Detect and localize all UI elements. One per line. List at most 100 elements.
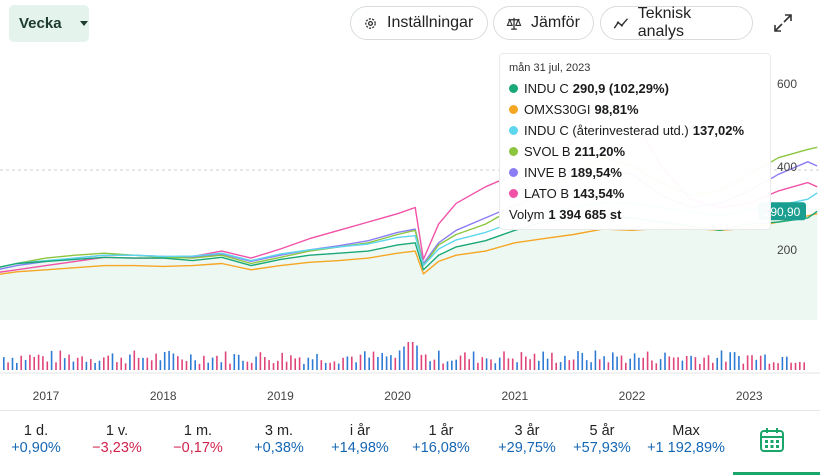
return-ytd[interactable]: i år +14,98% xyxy=(317,423,403,456)
return-max[interactable]: Max +1 192,89% xyxy=(643,423,729,456)
tooltip-series-name: INVE B xyxy=(524,165,567,180)
volume-bar xyxy=(551,352,553,370)
volume-bar xyxy=(525,356,527,370)
volume-bar xyxy=(746,355,749,370)
volume-bar xyxy=(442,363,444,370)
volume-bar xyxy=(794,362,797,370)
series-dot xyxy=(509,105,518,114)
volume-bar xyxy=(755,359,758,370)
scale-icon xyxy=(506,17,522,30)
chevron-down-icon xyxy=(80,21,88,26)
tooltip-row: LATO B 143,54% xyxy=(509,183,761,204)
volume-bar xyxy=(316,354,318,370)
volume-bar xyxy=(290,355,292,370)
volume-bar xyxy=(281,352,283,370)
volume-bar xyxy=(612,352,614,370)
volume-bar xyxy=(76,357,79,370)
volume-bar xyxy=(90,359,92,370)
volume-bar xyxy=(337,363,340,370)
volume-bar xyxy=(198,363,201,370)
volume-bar xyxy=(129,354,131,370)
tooltip-series-name: OMXS30GI xyxy=(524,102,591,117)
return-3y[interactable]: 3 år +29,75% xyxy=(484,423,570,456)
volume-bar xyxy=(81,356,83,370)
volume-bar xyxy=(351,356,353,370)
volume-bar xyxy=(303,363,305,370)
volume-bar xyxy=(20,355,22,370)
volume-bar xyxy=(298,357,301,370)
volume-bar xyxy=(46,361,49,370)
x-tick-label: 2020 xyxy=(384,389,411,403)
volume-bar xyxy=(398,350,401,370)
volume-bar xyxy=(277,360,279,370)
expand-icon[interactable] xyxy=(772,12,794,34)
volume-bar xyxy=(203,355,205,370)
volume-bar xyxy=(646,351,649,370)
chart-toolbar: Vecka Inställningar Jämför Teknisk analy… xyxy=(0,0,820,50)
return-1w[interactable]: 1 v. −3,23% xyxy=(74,423,160,456)
period-select[interactable]: Vecka xyxy=(9,5,89,42)
volume-bar xyxy=(494,363,497,370)
volume-bar xyxy=(659,359,662,370)
return-label: 1 v. xyxy=(105,423,129,439)
volume-value: 1 394 685 st xyxy=(548,207,622,222)
volume-bar xyxy=(98,360,101,370)
series-dot xyxy=(509,189,518,198)
volume-bar xyxy=(311,359,314,370)
volume-bar xyxy=(120,357,122,370)
return-3m[interactable]: 3 m. +0,38% xyxy=(236,423,322,456)
volume-bar xyxy=(733,352,736,370)
volume-bar xyxy=(424,354,427,370)
x-tick-label: 2019 xyxy=(267,389,294,403)
volume-bar xyxy=(368,357,370,370)
volume-bar xyxy=(768,363,771,370)
return-1m[interactable]: 1 m. −0,17% xyxy=(155,423,241,456)
volume-bar xyxy=(538,360,540,370)
volume-bar xyxy=(511,358,514,370)
technical-analysis-button[interactable]: Teknisk analys xyxy=(600,5,753,40)
volume-bar xyxy=(381,353,383,370)
calendar-icon xyxy=(760,428,784,452)
volume-bar xyxy=(59,350,62,370)
volume-bar xyxy=(372,351,375,370)
tooltip-series-value: 137,02% xyxy=(692,123,745,138)
volume-bar xyxy=(172,353,175,370)
price-chart[interactable]: 200 400 600 290,90 2017 2018 2019 2020 2021 2022 2… xyxy=(0,50,820,410)
x-tick-label: 2017 xyxy=(33,389,60,403)
volume-bar xyxy=(394,357,397,370)
volume-bar xyxy=(468,359,470,370)
return-label: 1 d. xyxy=(23,423,49,439)
volume-bar xyxy=(168,351,170,370)
volume-bar xyxy=(629,358,631,370)
series-dot xyxy=(509,84,518,93)
volume-bar xyxy=(150,360,153,370)
return-label: 1 m. xyxy=(183,423,213,439)
volume-bar xyxy=(333,361,336,370)
volume-bar xyxy=(703,357,705,370)
volume-bar xyxy=(481,357,484,370)
compare-button[interactable]: Jämför xyxy=(493,6,594,40)
volume-bar xyxy=(211,357,214,370)
custom-period-tab[interactable] xyxy=(733,411,820,475)
settings-button[interactable]: Inställningar xyxy=(350,6,488,40)
chart-tooltip: mån 31 jul, 2023 INDU C 290,9 (102,29%) O… xyxy=(499,53,771,230)
volume-bar xyxy=(224,351,227,370)
tooltip-series-name: INDU C (återinvesterad utd.) xyxy=(524,123,689,138)
return-label: Max xyxy=(672,423,700,439)
volume-bar xyxy=(237,354,240,370)
volume-bar xyxy=(464,352,466,370)
volume-bar xyxy=(16,362,18,370)
volume-bar xyxy=(572,359,575,370)
volume-bar xyxy=(177,356,179,370)
return-5y[interactable]: 5 år +57,93% xyxy=(559,423,645,456)
volume-bar xyxy=(233,354,236,370)
volume-bar xyxy=(137,357,140,370)
volume-bar xyxy=(620,355,623,370)
return-1y[interactable]: 1 år +16,08% xyxy=(398,423,484,456)
volume-bar xyxy=(729,352,731,370)
return-value: −3,23% xyxy=(92,440,142,456)
volume-bar xyxy=(786,356,788,370)
return-1d[interactable]: 1 d. +0,90% xyxy=(0,423,79,456)
tooltip-series-value: 211,20% xyxy=(574,144,626,159)
tooltip-series-name: SVOL B xyxy=(524,144,571,159)
